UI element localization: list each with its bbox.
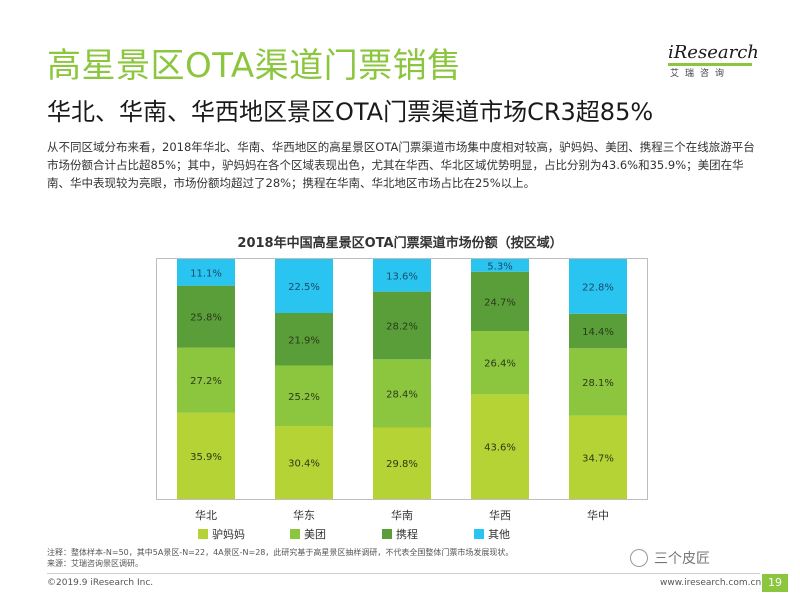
legend-item-其他: 其他 xyxy=(474,526,566,542)
data-label-驴妈妈-华东: 30.4% xyxy=(288,459,320,470)
website-text: www.iresearch.com.cn xyxy=(660,578,762,588)
data-label-其他-华东: 22.5% xyxy=(288,282,320,293)
chart-title: 2018年中国高星景区OTA门票渠道市场份额（按区域） xyxy=(237,236,563,251)
bar-驴妈妈-华南 xyxy=(373,427,431,499)
data-label-驴妈妈-华南: 29.8% xyxy=(386,459,418,470)
data-label-美团-华中: 28.1% xyxy=(582,378,614,389)
legend-swatch xyxy=(198,529,208,539)
bar-美团-华中 xyxy=(569,348,627,416)
chart-plot-area: 35.9% 27.2% 25.8% 11.1% 30.4% 25.2% 21.9% 22.5%… xyxy=(156,258,648,522)
wechat-icon xyxy=(630,549,648,567)
copyright-text: ©2019.9 iResearch Inc. xyxy=(47,578,154,588)
data-label-驴妈妈-华中: 34.7% xyxy=(582,453,614,464)
x-tick-label-华北: 华北 xyxy=(195,509,217,522)
bar-美团-华北 xyxy=(177,347,235,413)
bar-美团-华西 xyxy=(471,331,529,395)
data-label-携程-华东: 21.9% xyxy=(288,335,320,346)
note-line-1: 注释：整体样本-N=50，其中5A景区-N=22，4A景区-N=28，此研究基于… xyxy=(47,548,514,557)
data-label-携程-华南: 28.2% xyxy=(386,321,418,332)
wechat-watermark: 三个皮匠 xyxy=(630,548,710,568)
x-tick-label-华西: 华西 xyxy=(489,509,511,522)
stacked-bar-chart: 35.9% 27.2% 25.8% 11.1% 30.4% 25.2% 21.9% 22.5%… xyxy=(177,259,627,499)
legend-item-驴妈妈: 驴妈妈 xyxy=(198,526,290,542)
page-title: 高星景区OTA渠道门票销售 xyxy=(47,46,462,86)
note-line-2: 来源：艾瑞咨询景区调研。 xyxy=(47,559,143,568)
data-label-美团-华南: 28.4% xyxy=(386,389,418,400)
bar-其他-华东 xyxy=(275,259,333,313)
data-label-携程-华中: 14.4% xyxy=(582,327,614,338)
legend-swatch xyxy=(382,529,392,539)
bar-携程-华西 xyxy=(471,271,529,331)
iresearch-logo: iResearch 艾瑞咨询 xyxy=(668,42,759,82)
bar-驴妈妈-华北 xyxy=(177,412,235,499)
logo-bar xyxy=(668,63,752,66)
legend-swatch xyxy=(474,529,484,539)
data-label-其他-华中: 22.8% xyxy=(582,282,614,293)
legend-label: 携程 xyxy=(396,528,418,541)
legend-label: 美团 xyxy=(304,528,326,541)
page-number: 19 xyxy=(762,574,788,592)
legend-label: 驴妈妈 xyxy=(212,528,245,541)
description-paragraph: 从不同区域分布来看，2018年华北、华南、华西地区的高星景区OTA门票渠道市场集… xyxy=(47,140,755,190)
wechat-label: 三个皮匠 xyxy=(654,551,710,567)
data-label-其他-华南: 13.6% xyxy=(386,271,418,282)
logo-text: iResearch xyxy=(668,42,759,63)
data-label-驴妈妈-华北: 35.9% xyxy=(190,452,222,463)
chart-notes: 注释：整体样本-N=50，其中5A景区-N=22，4A景区-N=28，此研究基于… xyxy=(47,547,607,569)
bar-其他-华南 xyxy=(373,259,431,292)
x-tick-label-华东: 华东 xyxy=(293,509,315,522)
data-label-美团-华北: 27.2% xyxy=(190,376,222,387)
chart-legend: 驴妈妈 美团 携程 其他 xyxy=(198,526,566,542)
data-label-其他-华北: 11.1% xyxy=(190,268,222,279)
bar-美团-华东 xyxy=(275,365,333,427)
data-label-携程-华西: 24.7% xyxy=(484,297,516,308)
legend-label: 其他 xyxy=(488,528,510,541)
data-label-携程-华北: 25.8% xyxy=(190,313,222,324)
bar-携程-华南 xyxy=(373,291,431,360)
bar-携程-华中 xyxy=(569,313,627,349)
data-label-美团-华西: 26.4% xyxy=(484,359,516,370)
data-label-驴妈妈-华西: 43.6% xyxy=(484,443,516,454)
data-label-美团-华东: 25.2% xyxy=(288,392,320,403)
data-label-其他-华西: 5.3% xyxy=(487,261,512,272)
bar-驴妈妈-华西 xyxy=(471,394,529,499)
legend-swatch xyxy=(290,529,300,539)
x-tick-label-华南: 华南 xyxy=(391,509,413,522)
bar-其他-华北 xyxy=(177,259,235,286)
bar-驴妈妈-华中 xyxy=(569,415,627,499)
bar-美团-华南 xyxy=(373,359,431,428)
bar-驴妈妈-华东 xyxy=(275,426,333,499)
footer-divider xyxy=(47,573,760,574)
logo-subtext: 艾瑞咨询 xyxy=(670,69,731,79)
legend-item-携程: 携程 xyxy=(382,526,474,542)
x-tick-label-华中: 华中 xyxy=(587,509,609,522)
bar-携程-华东 xyxy=(275,313,333,366)
bar-其他-华中 xyxy=(569,259,627,314)
bar-携程-华北 xyxy=(177,285,235,348)
legend-item-美团: 美团 xyxy=(290,526,382,542)
bar-其他-华西 xyxy=(471,259,529,272)
page-subtitle: 华北、华南、华西地区景区OTA门票渠道市场CR3超85% xyxy=(47,98,654,126)
